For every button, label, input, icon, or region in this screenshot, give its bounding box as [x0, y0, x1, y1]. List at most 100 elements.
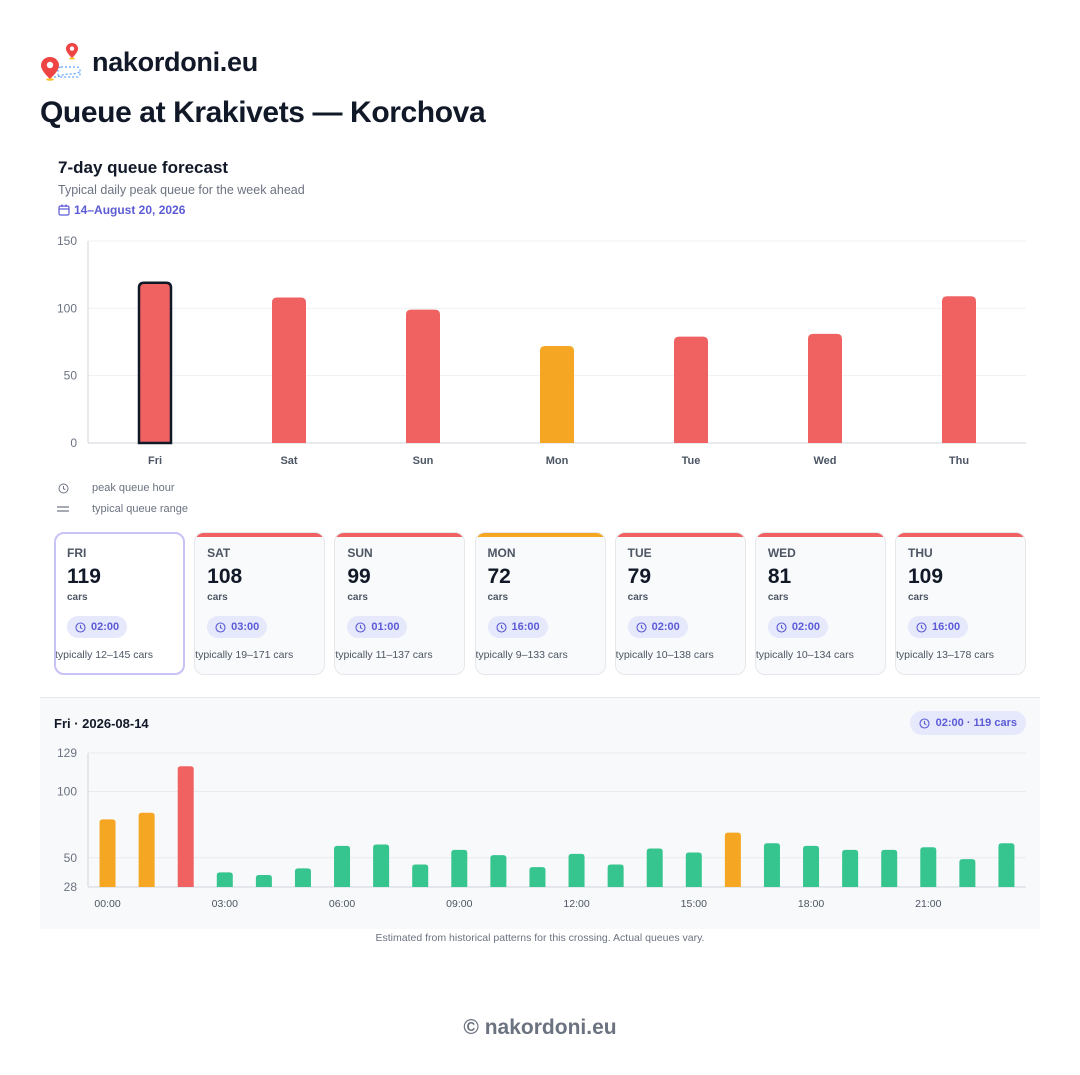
- hour-bar-0700[interactable]: [373, 844, 390, 887]
- card-day: TUE: [627, 546, 652, 560]
- x-tick-label: Thu: [949, 455, 969, 467]
- brand[interactable]: nakordoni.eu: [40, 40, 258, 84]
- x-tick-label: 12:00: [563, 898, 589, 910]
- bar-wed[interactable]: [808, 333, 842, 443]
- x-tick-label: Tue: [682, 455, 701, 467]
- card-day: MON: [487, 546, 516, 560]
- x-tick-label: Sun: [413, 455, 434, 467]
- card-peak-hour: 01:00: [347, 616, 408, 638]
- card-range: typically 13–178 cars: [896, 649, 995, 661]
- hour-bar-1900[interactable]: [842, 849, 859, 887]
- card-unit: cars: [487, 592, 509, 603]
- hour-bar-1800[interactable]: [803, 845, 820, 887]
- hour-bar-0500[interactable]: [294, 868, 311, 887]
- card-range: typically 11–137 cars: [335, 649, 433, 661]
- card-unit: cars: [67, 592, 88, 603]
- day-card-fri[interactable]: FRI 119 cars 02:00 typically 12–145 cars: [54, 532, 185, 675]
- bar-mon[interactable]: [540, 346, 574, 443]
- day-card-tue[interactable]: TUE 79 cars 02:00 typically 10–138 cars: [614, 532, 746, 675]
- day-card-wed[interactable]: WED 81 cars 02:00 typically 10–134 cars: [754, 532, 886, 675]
- card-unit: cars: [627, 592, 649, 603]
- bar-sat[interactable]: [272, 297, 306, 443]
- hour-bar-1600[interactable]: [724, 832, 741, 887]
- bar-thu[interactable]: [942, 296, 976, 443]
- day-cards: FRI 119 cars 02:00 typically 12–145 cars SAT 1…: [54, 532, 1026, 675]
- hour-bar-1200[interactable]: [568, 853, 585, 887]
- hour-bar-0900[interactable]: [451, 849, 468, 887]
- card-peak-value: 79: [627, 565, 652, 588]
- hour-bar-0600[interactable]: [334, 845, 351, 887]
- card-unit: cars: [347, 592, 368, 603]
- hour-bar-1100[interactable]: [529, 867, 546, 887]
- bar-tue[interactable]: [674, 336, 708, 443]
- day-card-sat[interactable]: SAT 108 cars 03:00 typically 19–171 cars: [194, 532, 326, 675]
- x-tick-label: 03:00: [212, 898, 238, 910]
- card-peak-hour-text: 03:00: [231, 621, 260, 633]
- card-day: SAT: [207, 546, 231, 560]
- card-peak-hour-text: 02:00: [791, 621, 820, 633]
- hour-bar-2000[interactable]: [881, 849, 898, 887]
- clock-icon: [215, 621, 226, 633]
- hour-bar-1500[interactable]: [685, 852, 702, 887]
- card-day: THU: [908, 546, 933, 560]
- selected-day-title: Fri · 2026-08-14: [54, 716, 149, 731]
- hour-bar-2300[interactable]: [998, 843, 1015, 887]
- card-peak-value: 99: [347, 565, 371, 588]
- weekly-forecast-chart: 0 50 100 150 Fri Sat Sun Mon Tue Wed Thu: [57, 234, 1026, 467]
- card-peak-value: 81: [767, 565, 792, 588]
- hour-bar-1400[interactable]: [646, 848, 663, 887]
- card-peak-value: 108: [207, 565, 243, 588]
- card-range: typically 12–145 cars: [55, 649, 154, 661]
- map-pin-logo-icon: [41, 43, 81, 81]
- clock-icon: [56, 483, 70, 494]
- y-tick-label: 28: [64, 880, 78, 894]
- peak-summary-text: 02:00 · 119 cars: [935, 717, 1017, 729]
- bar-fri[interactable]: [137, 281, 173, 445]
- hour-bar-1700[interactable]: [763, 843, 780, 887]
- legend-peak-hour-label: peak queue hour: [92, 482, 175, 494]
- hour-bar-0000[interactable]: [99, 819, 116, 887]
- hour-bar-0800[interactable]: [412, 864, 429, 887]
- day-card-sun[interactable]: SUN 99 cars 01:00 typically 11–137 cars: [334, 532, 466, 675]
- x-tick-label: 00:00: [94, 898, 120, 910]
- card-peak-hour-text: 01:00: [371, 621, 400, 633]
- forecast-title: 7-day queue forecast: [58, 158, 229, 177]
- card-peak-hour: 16:00: [487, 616, 548, 638]
- card-peak-hour-text: 02:00: [91, 621, 120, 633]
- y-tick-label: 100: [57, 301, 77, 315]
- day-card-thu[interactable]: THU 109 cars 16:00 typically 13–178 cars: [895, 532, 1026, 675]
- card-range: typically 10–134 cars: [755, 649, 854, 661]
- hour-bar-0300[interactable]: [216, 872, 233, 887]
- day-card-mon[interactable]: MON 72 cars 16:00 typically 9–133 cars: [474, 532, 606, 675]
- hour-bar-0200[interactable]: [177, 766, 194, 887]
- hour-bar-1300[interactable]: [607, 864, 624, 887]
- hour-bar-0400[interactable]: [255, 875, 272, 887]
- y-tick-label: 129: [57, 746, 77, 760]
- level-bar: [195, 533, 325, 537]
- card-peak-hour: 02:00: [767, 616, 828, 638]
- forecast-subtitle: Typical daily peak queue for the week ah…: [58, 183, 305, 197]
- hourly-panel: Fri · 2026-08-14 02:00 · 119 cars: [40, 697, 1040, 929]
- hour-bar-2200[interactable]: [959, 859, 976, 887]
- footnote: Estimated from historical patterns for t…: [375, 932, 705, 944]
- card-peak-hour-text: 02:00: [651, 621, 680, 633]
- x-tick-label: Sat: [280, 455, 297, 467]
- page-title: Queue at Krakivets — Korchova: [40, 96, 486, 129]
- level-bar: [615, 533, 745, 537]
- level-bar: [335, 533, 465, 537]
- y-tick-label: 100: [57, 784, 77, 798]
- card-range: typically 19–171 cars: [195, 649, 294, 661]
- hour-bar-1000[interactable]: [490, 855, 507, 887]
- card-unit: cars: [207, 592, 228, 603]
- x-tick-label: 15:00: [681, 898, 707, 910]
- y-tick-label: 50: [64, 851, 78, 865]
- clock-icon: [355, 621, 366, 633]
- level-bar: [475, 533, 605, 537]
- hour-bar-0100[interactable]: [138, 812, 155, 887]
- y-tick-label: 50: [64, 369, 78, 383]
- bar-sun[interactable]: [406, 309, 440, 443]
- card-day: WED: [767, 546, 796, 560]
- card-unit: cars: [908, 592, 929, 603]
- hour-bar-2100[interactable]: [920, 847, 937, 887]
- card-range: typically 10–138 cars: [615, 649, 714, 661]
